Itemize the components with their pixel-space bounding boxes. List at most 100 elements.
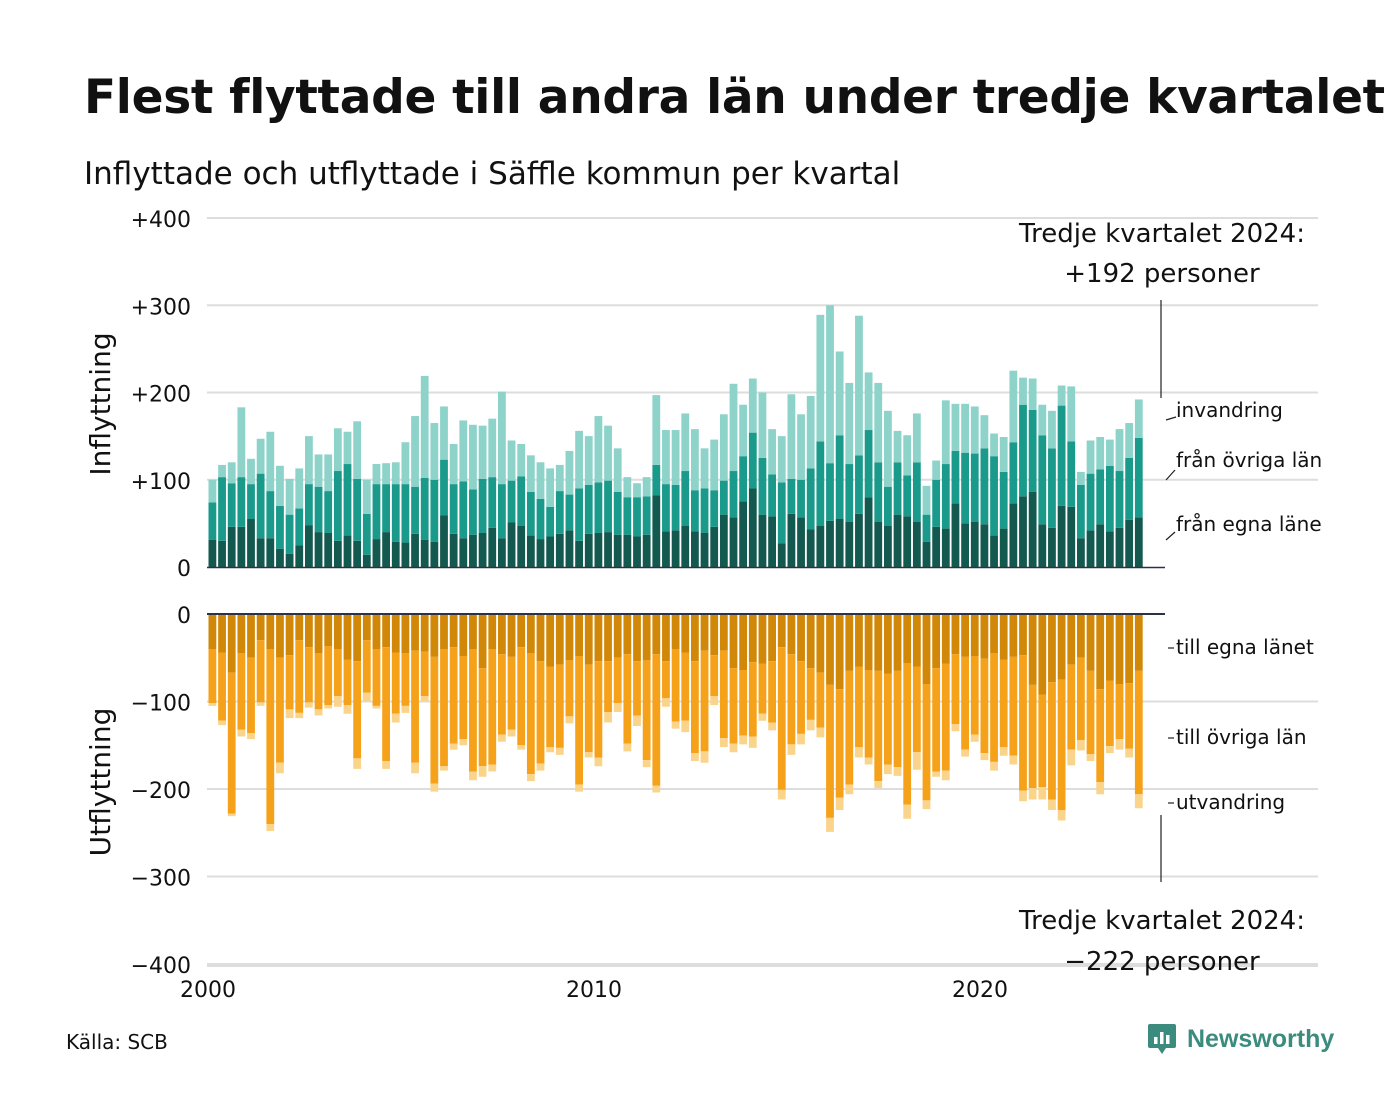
inflow-bar-segment <box>208 539 217 567</box>
inflow-bar-segment <box>922 485 931 515</box>
inflow-bar-segment <box>440 459 448 516</box>
series-label-inflow: från egna läne <box>1176 512 1322 536</box>
inflow-bar-segment <box>874 521 883 567</box>
inflow-bar-segment <box>420 539 429 567</box>
outflow-bar-segment <box>208 649 217 704</box>
inflow-bar-segment <box>1057 385 1066 406</box>
outflow-bar-segment <box>469 649 477 772</box>
inflow-bar-segment <box>613 448 622 492</box>
outflow-bar-segment <box>884 673 892 765</box>
outflow-bar-segment <box>941 770 950 781</box>
outflow-bar-segment <box>256 702 265 706</box>
outflow-bar-segment <box>295 712 304 719</box>
outflow-bar-segment <box>517 745 526 750</box>
outflow-bar-segment <box>932 771 941 777</box>
outflow-bar-segment <box>681 652 690 721</box>
outflow-bar-segment <box>594 661 603 758</box>
inflow-bar-segment <box>285 553 294 567</box>
outflow-bar-segment <box>285 655 294 710</box>
inflow-bar-segment <box>382 532 390 567</box>
outflow-bar-segment <box>835 797 844 810</box>
outflow-bar-segment <box>932 614 941 669</box>
outflow-bar-segment <box>623 654 632 744</box>
outflow-bar-segment <box>893 614 902 671</box>
y-tick-label: +200 <box>131 383 191 408</box>
inflow-bar-segment <box>333 428 342 472</box>
inflow-bar-segment <box>768 474 776 517</box>
inflow-bar-segment <box>1105 439 1114 466</box>
inflow-bar-segment <box>1105 531 1114 567</box>
outflow-bar-segment <box>584 752 593 758</box>
inflow-bar-segment <box>874 382 883 463</box>
outflow-bar-segment <box>912 614 921 667</box>
inflow-bar-segment <box>662 531 670 567</box>
outflow-bar-segment <box>710 614 719 656</box>
outflow-bar-segment <box>970 734 979 742</box>
outflow-bar-segment <box>681 720 690 733</box>
outflow-bar-segment <box>440 649 448 767</box>
outflow-bar-segment <box>449 647 458 744</box>
inflow-bar-segment <box>247 484 255 520</box>
outflow-bar-segment <box>604 614 612 662</box>
inflow-bar-segment <box>980 415 989 449</box>
inflow-bar-segment <box>884 486 892 526</box>
outflow-bar-segment <box>305 702 313 708</box>
inflow-bar-segment <box>1057 405 1066 506</box>
inflow-bar-segment <box>912 462 921 522</box>
source-note: Källa: SCB <box>66 1030 168 1054</box>
outflow-bar-segment <box>768 722 776 731</box>
inflow-bar-segment <box>227 462 236 484</box>
inflow-bar-segment <box>1048 527 1056 567</box>
outflow-bar-segment <box>333 649 342 697</box>
inflow-bar-segment <box>652 395 661 465</box>
outflow-bar-segment <box>990 614 998 654</box>
outflow-bar-segment <box>333 614 342 649</box>
inflow-bar-segment <box>449 484 458 534</box>
outflow-bar-segment <box>1077 614 1085 658</box>
inflow-bar-segment <box>565 530 574 567</box>
inflow-bar-segment <box>893 430 902 463</box>
outflow-bar-segment <box>748 736 757 748</box>
inflow-bar-segment <box>739 456 748 502</box>
inflow-bar-segment <box>633 497 641 537</box>
inflow-bar-segment <box>970 521 979 567</box>
outflow-bar-segment <box>806 614 815 669</box>
outflow-bar-segment <box>276 614 284 658</box>
outflow-bar-segment <box>594 757 603 767</box>
inflow-bar-segment <box>305 525 313 567</box>
x-tick-label: 2010 <box>566 978 622 1003</box>
inflow-bar-segment <box>1019 404 1027 497</box>
inflow-bar-segment <box>642 534 651 567</box>
outflow-bar-segment <box>305 614 313 648</box>
outflow-bar-segment <box>391 614 400 653</box>
outflow-bar-segment <box>1077 740 1085 751</box>
newsworthy-logo-text: Newsworthy <box>1187 1024 1335 1053</box>
inflow-bar-segment <box>729 517 738 567</box>
outflow-bar-segment <box>420 651 429 697</box>
inflow-bar-segment <box>391 462 400 485</box>
inflow-bar-segment <box>748 378 757 433</box>
inflow-bar-segment <box>469 534 477 567</box>
inflow-bar-segment <box>353 421 362 479</box>
inflow-bar-segment <box>546 506 555 537</box>
outflow-bar-segment <box>999 614 1008 660</box>
inflow-bar-segment <box>1096 524 1105 567</box>
inflow-bar-segment <box>507 522 516 567</box>
inflow-bar-segment <box>903 435 912 476</box>
outflow-bar-segment <box>613 657 622 704</box>
outflow-bar-segment <box>777 789 786 800</box>
outflow-bar-segment <box>729 668 738 744</box>
inflow-bar-segment <box>536 498 545 540</box>
outflow-bar-segment <box>816 672 825 728</box>
inflow-bar-segment <box>285 478 294 515</box>
inflow-bar-segment <box>517 443 526 477</box>
inflow-bar-segment <box>999 436 1008 472</box>
annotation-line: +192 personer <box>1064 259 1260 289</box>
inflow-bar-segment <box>1038 435 1047 525</box>
inflow-bar-segment <box>401 484 410 543</box>
inflow-bar-segment <box>826 305 834 464</box>
chart-title: Flest flyttade till andra län under tred… <box>84 70 1385 125</box>
inflow-bar-segment <box>777 436 786 483</box>
outflow-bars <box>208 614 1143 832</box>
outflow-bar-segment <box>555 747 564 755</box>
